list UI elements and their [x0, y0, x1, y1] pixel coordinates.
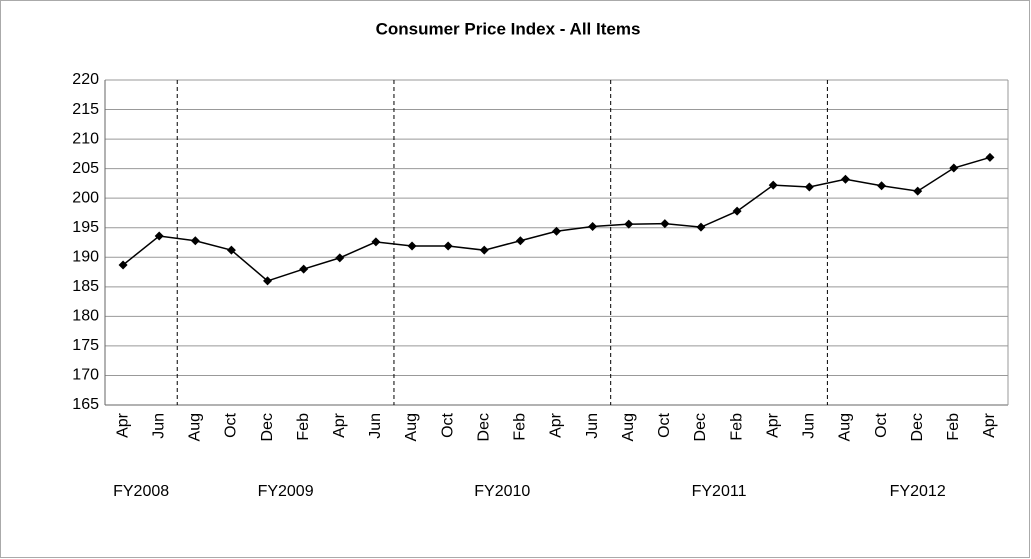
x-tick-label: Jun	[150, 413, 167, 439]
y-tick-label: 165	[72, 396, 99, 413]
x-tick-label: Oct	[223, 412, 240, 437]
group-label: FY2010	[474, 483, 530, 500]
x-tick-label: Aug	[403, 413, 420, 441]
x-tick-label: Feb	[512, 413, 529, 441]
marker	[154, 231, 164, 241]
marker	[877, 181, 887, 191]
y-tick-label: 220	[72, 71, 99, 88]
marker	[840, 174, 850, 184]
x-tick-label: Oct	[439, 412, 456, 437]
marker	[226, 245, 236, 255]
marker	[263, 276, 273, 286]
marker	[443, 241, 453, 251]
y-tick-label: 190	[72, 248, 99, 265]
x-tick-label: Aug	[837, 413, 854, 441]
marker	[552, 226, 561, 236]
x-tick-label: Feb	[728, 413, 745, 441]
x-tick-label: Dec	[475, 413, 492, 441]
x-tick-label: Apr	[114, 412, 131, 438]
marker	[696, 222, 706, 232]
x-tick-label: Apr	[764, 412, 781, 438]
x-tick-label: Aug	[187, 413, 204, 441]
marker	[732, 206, 742, 216]
marker	[913, 186, 923, 196]
marker	[588, 222, 598, 232]
marker	[515, 236, 525, 246]
marker	[624, 219, 634, 229]
marker	[985, 152, 995, 162]
x-tick-label: Jun	[367, 413, 384, 439]
marker	[768, 180, 778, 190]
x-tick-label: Dec	[259, 413, 276, 441]
marker	[190, 236, 200, 246]
y-tick-label: 205	[72, 160, 99, 177]
x-tick-label: Apr	[548, 412, 565, 438]
y-tick-label: 200	[72, 189, 99, 206]
y-tick-label: 215	[72, 101, 99, 118]
marker	[660, 219, 670, 229]
x-tick-label: Feb	[295, 413, 312, 441]
x-tick-label: Oct	[873, 412, 890, 437]
group-label: FY2008	[113, 483, 169, 500]
x-tick-label: Dec	[909, 413, 926, 441]
y-tick-label: 175	[72, 337, 99, 354]
x-tick-label: Dec	[692, 413, 709, 441]
y-tick-label: 195	[72, 219, 99, 236]
group-label: FY2009	[258, 483, 314, 500]
x-tick-label: Jun	[801, 413, 818, 439]
marker	[804, 182, 814, 192]
x-tick-label: Jun	[584, 413, 601, 439]
y-tick-label: 185	[72, 278, 99, 295]
chart-title: Consumer Price Index - All Items	[376, 19, 641, 38]
marker	[949, 163, 959, 173]
marker	[118, 260, 128, 270]
group-label: FY2012	[890, 483, 946, 500]
x-tick-label: Feb	[945, 413, 962, 441]
marker	[371, 237, 381, 247]
marker	[299, 264, 309, 274]
x-tick-label: Oct	[656, 412, 673, 437]
x-tick-label: Aug	[620, 413, 637, 441]
y-tick-label: 180	[72, 308, 99, 325]
group-label: FY2011	[692, 483, 747, 500]
marker	[335, 253, 345, 263]
y-tick-label: 210	[72, 130, 99, 147]
x-tick-label: Apr	[331, 412, 348, 438]
x-tick-label: Apr	[981, 412, 998, 438]
marker	[407, 241, 417, 251]
y-tick-label: 170	[72, 367, 99, 384]
marker	[479, 245, 489, 255]
